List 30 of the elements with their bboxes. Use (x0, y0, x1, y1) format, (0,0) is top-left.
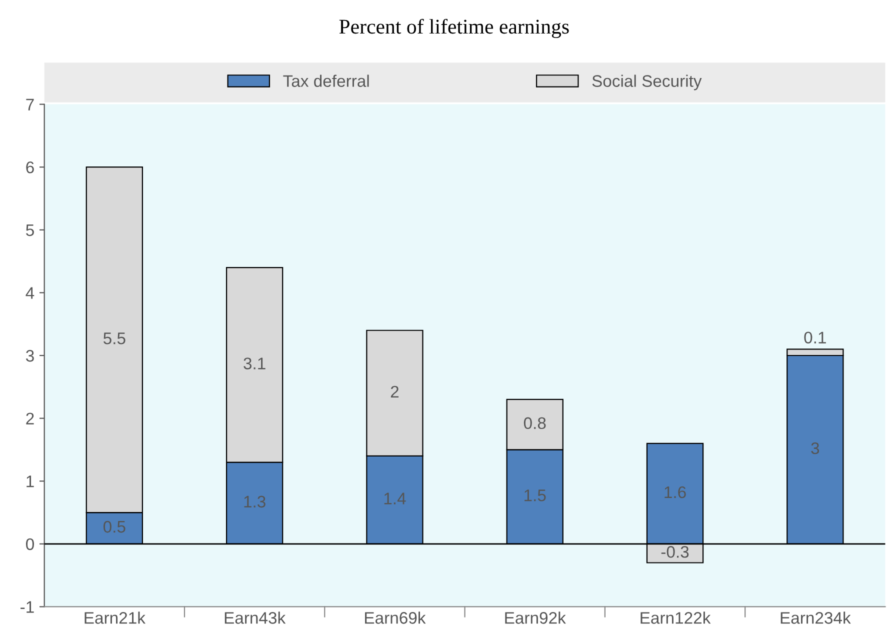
data-label: 1.6 (664, 486, 686, 498)
data-label: -0.3 (661, 546, 689, 558)
legend-label: Social Security (592, 74, 702, 90)
x-tick-label: Earn122k (640, 612, 711, 624)
y-tick-label: 4 (26, 287, 34, 299)
x-tick-label: Earn43k (224, 612, 286, 624)
data-label: 0.5 (103, 520, 126, 533)
y-tick-label: 6 (26, 161, 34, 174)
chart-title: Percent of lifetime earnings (339, 18, 569, 38)
data-label: 0.1 (804, 332, 826, 344)
y-tick-label: 7 (26, 98, 34, 110)
y-tick-label: 2 (26, 412, 34, 424)
data-label: 1.4 (384, 492, 406, 504)
legend-label: Tax deferral (283, 74, 369, 87)
data-label: 1.3 (244, 496, 266, 508)
data-label: 3 (811, 442, 820, 454)
y-tick-label: 3 (26, 350, 34, 362)
y-tick-label: 0 (26, 538, 34, 550)
data-label: 1.5 (524, 490, 546, 502)
data-label: 5.5 (104, 332, 126, 344)
y-tick-label: 1 (26, 476, 34, 488)
data-label: 2 (390, 386, 399, 398)
x-tick-label: Earn69k (365, 612, 426, 624)
data-label: 3.1 (244, 358, 266, 370)
y-tick-label: 5 (26, 224, 34, 236)
data-label: 0.8 (524, 417, 546, 430)
y-tick-label: -1 (20, 601, 34, 613)
x-tick-label: Earn234k (780, 612, 851, 624)
x-tick-label: Earn92k (505, 612, 566, 624)
x-tick-label: Earn21k (84, 612, 146, 624)
